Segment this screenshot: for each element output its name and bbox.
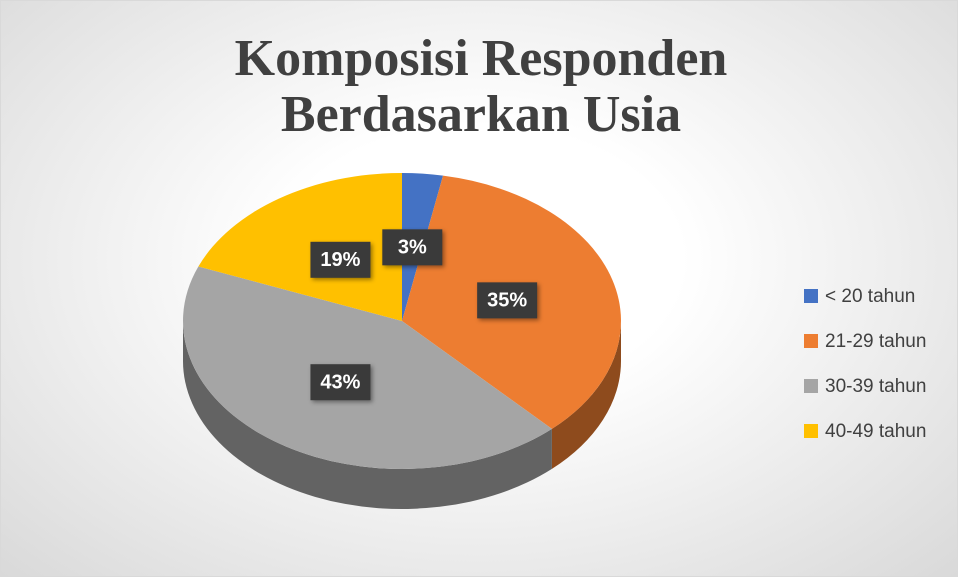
legend-label: 30-39 tahun	[825, 376, 926, 397]
legend-swatch	[804, 289, 818, 303]
chart-title: Komposisi Responden Berdasarkan Usia	[234, 30, 728, 143]
data-label-box	[310, 241, 371, 278]
data-label-box	[382, 229, 443, 266]
data-label: 3%	[398, 237, 427, 259]
pie-side	[551, 321, 621, 469]
legend-label: < 20 tahun	[825, 286, 915, 307]
pie-slice	[198, 173, 402, 321]
legend-swatch	[804, 379, 818, 393]
data-label-box	[310, 364, 371, 401]
legend-swatch	[804, 334, 818, 348]
data-label: 43%	[320, 371, 360, 393]
legend-label: 40-49 tahun	[825, 421, 926, 442]
legend-label: 21-29 tahun	[825, 331, 926, 352]
data-label: 35%	[487, 290, 527, 312]
pie-side	[183, 321, 552, 510]
data-label-box	[477, 282, 538, 319]
legend-swatch	[804, 424, 818, 438]
data-label: 19%	[320, 249, 360, 271]
